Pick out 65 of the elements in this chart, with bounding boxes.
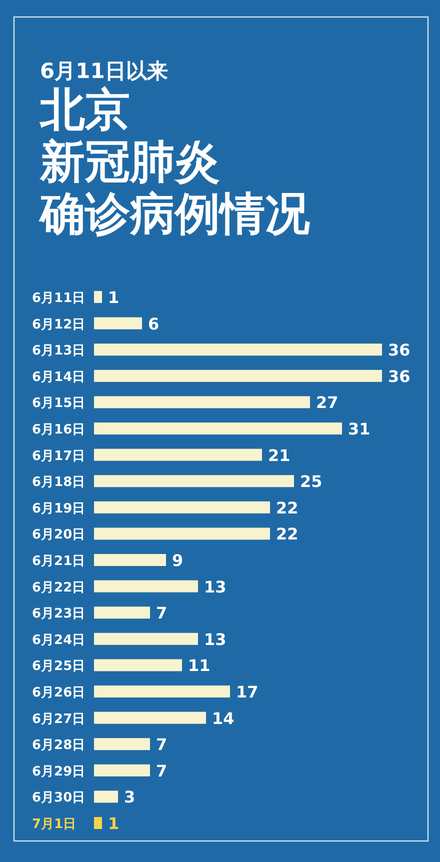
bar [94,370,382,382]
bar [94,790,118,803]
bar [94,764,150,776]
data-label: 13 [204,577,226,596]
bar [94,686,230,698]
data-label: 6 [148,314,160,334]
y-tick-label: 6月24日 [32,632,86,648]
bar [94,528,270,540]
bar [94,422,342,434]
data-label: 22 [276,524,298,544]
bar [94,475,294,488]
bar [94,817,102,829]
data-label: 1 [108,814,120,833]
y-tick-label: 6月26日 [32,686,86,700]
data-label: 27 [316,393,338,412]
bar [94,554,166,566]
y-tick-label: 6月14日 [32,370,86,385]
chart-title: 北京新冠肺炎确诊病例情况 [38,83,310,240]
data-label: 9 [172,551,184,570]
data-label: 17 [236,682,258,702]
y-tick-label: 6月25日 [32,659,86,674]
data-label: 31 [348,420,370,438]
bar [94,712,206,724]
bar [94,501,270,514]
y-tick-label: 6月13日 [32,344,86,359]
y-tick-label: 6月29日 [32,764,86,780]
data-label: 7 [156,761,168,780]
data-label: 25 [300,472,322,492]
y-tick-label: 6月20日 [32,528,86,543]
data-label: 36 [388,340,410,360]
bar [94,632,198,645]
y-tick-label: 6月18日 [32,475,86,490]
data-label: 7 [156,604,168,623]
y-tick-label: 6月16日 [32,422,86,438]
chart-subtitle: 6月11日以来 [40,59,168,83]
data-label: 3 [124,788,136,807]
data-label: 7 [156,735,168,754]
y-tick-label: 6月23日 [32,606,86,622]
y-tick-label: 6月17日 [32,448,86,464]
data-label: 11 [188,656,210,676]
data-label: 21 [268,446,290,465]
y-tick-label: 6月28日 [32,738,86,754]
bar [94,291,102,303]
bar [94,606,150,619]
y-tick-label: 6月21日 [32,554,86,569]
bar [94,580,198,592]
y-tick-label: 6月30日 [32,790,86,806]
bar [94,659,182,672]
y-tick-label: 6月11日 [32,291,86,306]
y-tick-label: 6月22日 [32,580,86,596]
bar [94,738,150,750]
y-tick-label: 6月12日 [32,317,86,332]
data-label: 13 [204,630,226,649]
y-tick-label: 6月27日 [32,712,86,727]
bar [94,396,310,408]
bar [94,344,382,356]
data-label: 36 [388,366,410,386]
data-label: 14 [212,708,234,728]
y-tick-label: 7月1日 [32,817,76,832]
y-tick-label: 6月15日 [32,396,86,412]
data-label: 22 [276,498,298,518]
y-tick-label: 6月19日 [32,501,86,516]
bar [94,317,142,330]
data-label: 1 [108,288,120,307]
bar [94,448,262,461]
